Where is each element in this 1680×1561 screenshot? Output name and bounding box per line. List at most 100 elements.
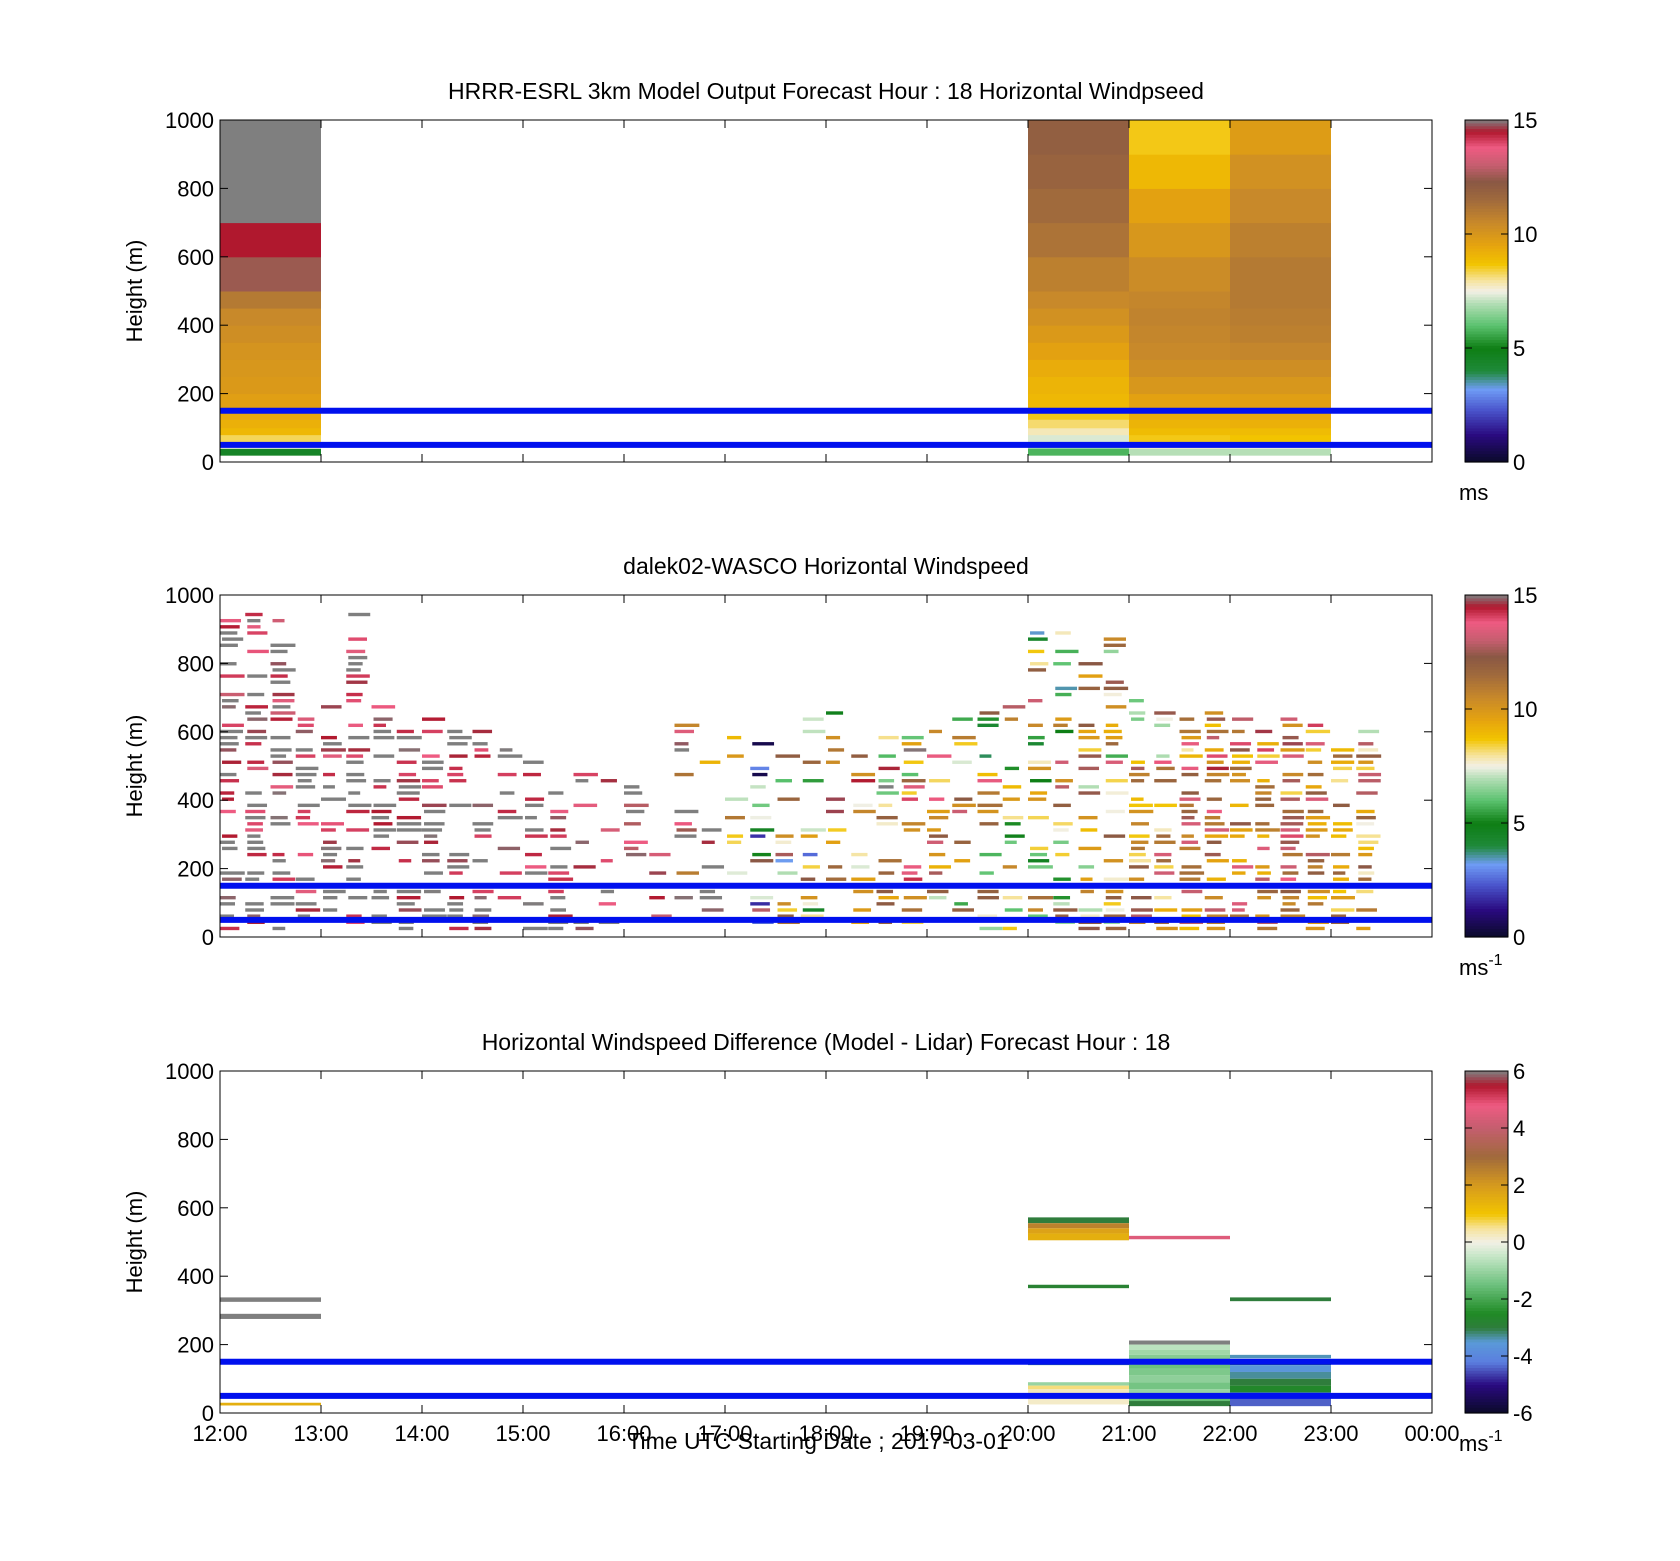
colorbar-swatch	[1465, 1202, 1508, 1206]
colorbar-swatch	[1465, 1096, 1508, 1101]
lidar-cell	[624, 822, 641, 826]
lidar-cell	[1179, 871, 1205, 875]
lidar-cell	[525, 828, 544, 832]
lidar-cell	[422, 729, 443, 734]
lidar-cell	[1358, 840, 1379, 844]
lidar-cell	[323, 895, 338, 900]
lidar-cell	[472, 914, 490, 918]
colorbar-swatch	[1465, 797, 1508, 801]
colorbar-swatch	[1465, 600, 1508, 605]
colorbar-swatch	[1465, 137, 1508, 141]
lidar-cell	[220, 926, 240, 931]
lidar-cell	[272, 859, 286, 863]
lidar-cell	[270, 662, 287, 666]
lidar-cell	[1232, 754, 1253, 758]
colorbar-swatch	[1465, 860, 1508, 864]
lidar-cell	[828, 748, 845, 752]
panel-3: Horizontal Windspeed Difference (Model -…	[122, 1029, 1533, 1456]
lidar-cell	[295, 729, 313, 734]
colorbar-swatch	[1465, 305, 1508, 309]
colorbar-swatch	[1465, 1242, 1508, 1246]
x-tick-label: 21:00	[1101, 1421, 1156, 1446]
lidar-cell	[550, 809, 569, 814]
colorbar-swatch	[1465, 1384, 1508, 1388]
lidar-cell	[1232, 717, 1254, 721]
lidar-cell	[878, 871, 895, 875]
lidar-cell	[903, 748, 927, 752]
colorbar-swatch	[1465, 623, 1508, 627]
lidar-cell	[878, 735, 899, 740]
lidar-cell	[1030, 662, 1049, 666]
lidar-cell	[346, 754, 364, 758]
colorbar-swatch	[1465, 379, 1508, 383]
lidar-cell	[1282, 735, 1299, 740]
lidar-cell	[1105, 723, 1119, 728]
lidar-cell	[472, 889, 494, 894]
lidar-cell	[1280, 791, 1303, 795]
lidar-cell	[449, 926, 469, 931]
colorbar-swatch	[1465, 674, 1508, 679]
colorbar-swatch	[1465, 262, 1508, 266]
colorbar-swatch	[1465, 614, 1508, 619]
lidar-cell	[447, 914, 463, 918]
colorbar-swatch	[1465, 1147, 1508, 1152]
lidar-cell	[1131, 797, 1144, 801]
lidar-cell	[727, 840, 742, 844]
lidar-cell	[398, 785, 422, 789]
lidar-cell	[878, 754, 896, 758]
heatmap-cell	[1028, 1223, 1129, 1229]
heatmap-cell	[220, 325, 321, 343]
lidar-cell	[1356, 908, 1377, 912]
lidar-cell	[373, 779, 391, 783]
lidar-cell	[1053, 723, 1068, 728]
lidar-cell	[270, 711, 296, 715]
lidar-cell	[977, 779, 1002, 783]
heatmap-cell	[1028, 1389, 1129, 1395]
colorbar-swatch	[1465, 751, 1508, 756]
lidar-cell	[449, 895, 465, 900]
lidar-cell	[1333, 766, 1353, 771]
colorbar-swatch	[1465, 754, 1508, 759]
colorbar-swatch	[1465, 439, 1508, 443]
lidar-cell	[1280, 865, 1297, 869]
lidar-cell	[929, 871, 943, 875]
lidar-cell	[878, 859, 902, 863]
colorbar-swatch	[1465, 1153, 1508, 1158]
lidar-cell	[1181, 908, 1203, 912]
colorbar-swatch	[1465, 1204, 1508, 1209]
colorbar-swatch	[1465, 1401, 1508, 1406]
lidar-cell	[1307, 723, 1324, 728]
colorbar-swatch	[1465, 345, 1508, 349]
lidar-cell	[525, 803, 544, 808]
colorbar-swatch	[1465, 785, 1508, 790]
heatmap-cell	[1028, 325, 1129, 343]
colorbar-unit: ms	[1459, 480, 1488, 505]
lidar-cell	[272, 668, 296, 672]
lidar-cell	[750, 834, 766, 838]
lidar-cell	[1230, 766, 1252, 771]
lidar-cell	[222, 846, 238, 851]
lidar-cell	[1307, 760, 1323, 764]
colorbar-swatch	[1465, 640, 1508, 645]
lidar-cell	[624, 785, 640, 789]
lidar-cell	[1129, 803, 1153, 808]
lidar-cell	[373, 729, 392, 734]
lidar-cell	[1255, 785, 1275, 789]
colorbar-swatch	[1465, 202, 1508, 207]
lidar-cell	[1156, 766, 1175, 771]
lidar-cell	[525, 852, 542, 857]
colorbar-tick-label: 6	[1513, 1059, 1525, 1084]
lidar-cell	[1154, 711, 1176, 715]
colorbar-tick-label: 10	[1513, 697, 1537, 722]
lidar-cell	[1179, 877, 1201, 881]
colorbar-swatch	[1465, 1364, 1508, 1368]
lidar-cell	[396, 760, 417, 764]
lidar-cell	[1028, 766, 1051, 771]
lidar-cell	[1204, 723, 1221, 728]
colorbar-swatch	[1465, 453, 1508, 457]
lidar-cell	[371, 809, 392, 814]
colorbar-swatch	[1465, 660, 1508, 664]
colorbar-swatch	[1465, 367, 1508, 372]
colorbar-swatch	[1465, 763, 1508, 767]
lidar-cell	[373, 828, 396, 832]
